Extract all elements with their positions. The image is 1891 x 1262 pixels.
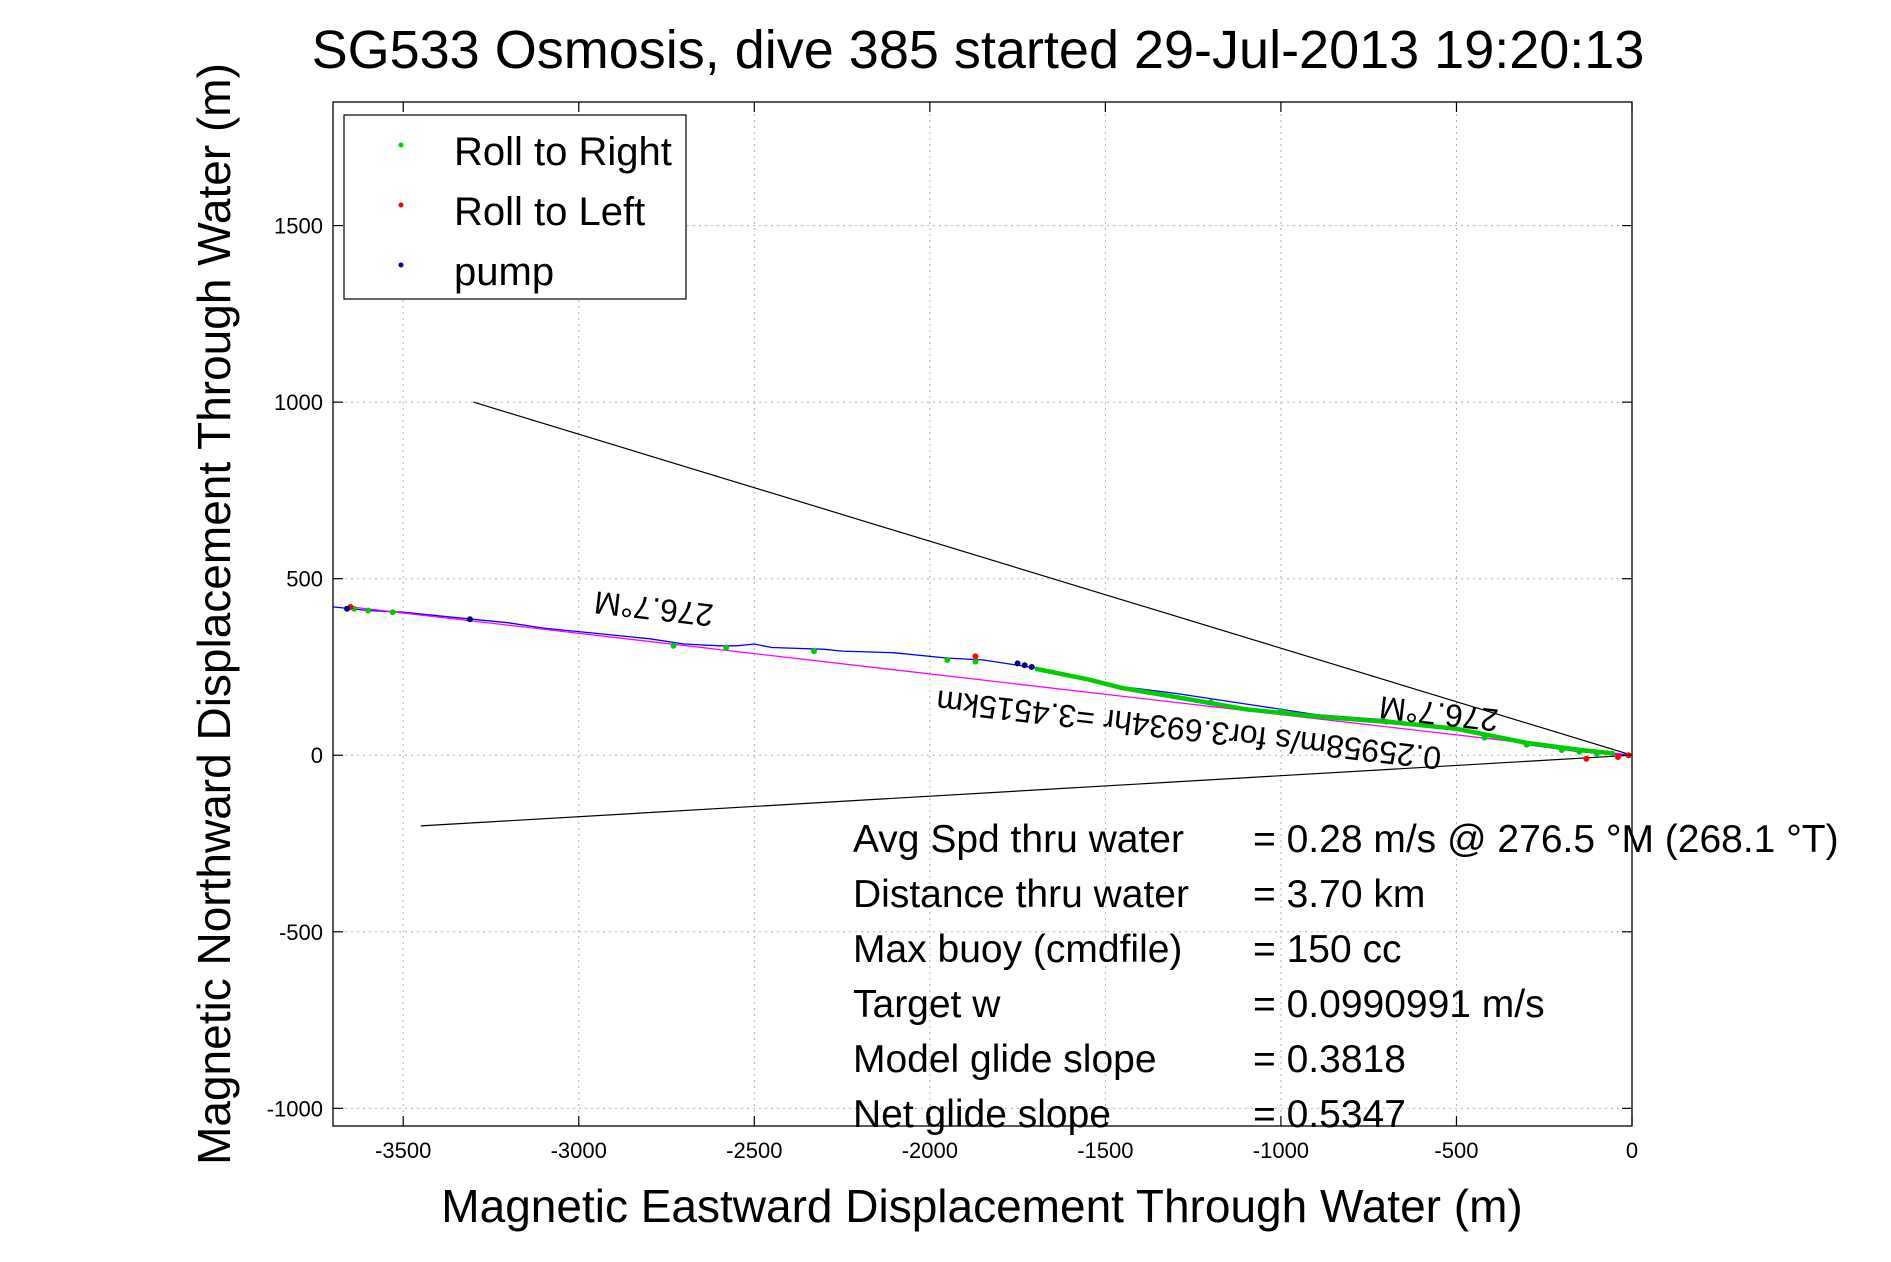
stat-label: Avg Spd thru water [853, 818, 1184, 861]
roll-to-right-point [944, 656, 951, 663]
y-tick-label: 0 [311, 743, 323, 768]
y-tick-label: 1500 [274, 214, 323, 239]
y-tick-label: -500 [279, 920, 323, 945]
x-tick-label: 0 [1626, 1138, 1638, 1163]
plot-data [332, 401, 1633, 827]
stat-label: Target w [853, 983, 1001, 1026]
pump-point [1014, 660, 1021, 667]
roll-to-right-point [1207, 699, 1214, 706]
bearing-line [350, 606, 1633, 756]
stat-label: Model glide slope [853, 1038, 1157, 1081]
pump-legend-marker [398, 262, 404, 268]
roll-to-right-point [1277, 708, 1284, 715]
roll-to-right-point [810, 648, 817, 655]
roll-to-right-point [1558, 746, 1565, 753]
stat-value: = 0.0990991 m/s [1253, 983, 1545, 1026]
stat-label: Net glide slope [853, 1093, 1111, 1136]
stat-label: Distance thru water [853, 873, 1189, 916]
roll-to-left-legend-marker [398, 202, 404, 208]
x-axis-label: Magnetic Eastward Displacement Through W… [441, 1180, 1522, 1232]
y-axis-label: Magnetic Northward Displacement Through … [188, 63, 240, 1165]
roll-to-right-point [670, 642, 677, 649]
envelope-line [420, 754, 1633, 827]
roll-to-right-point [365, 607, 372, 614]
envelope-line [473, 401, 1633, 756]
x-tick-label: -1500 [1077, 1138, 1133, 1163]
roll-to-right-point [723, 644, 730, 651]
roll-to-right-point [1383, 718, 1390, 725]
legend: Roll to Right Roll to Left pump [343, 114, 687, 300]
x-tick-label: -500 [1434, 1138, 1478, 1163]
roll-to-right-legend-marker [398, 142, 404, 148]
pump-point [1028, 663, 1035, 670]
stat-value: = 0.3818 [1253, 1038, 1406, 1081]
roll-to-right-point [1523, 741, 1530, 748]
stat-value: = 150 cc [1253, 928, 1402, 971]
legend-item-label: pump [454, 250, 554, 294]
x-tick-label: -3500 [375, 1138, 431, 1163]
roll-right-dense-track [1034, 666, 1615, 756]
x-tick-label: -2000 [902, 1138, 958, 1163]
stat-value: = 3.70 km [1253, 873, 1425, 916]
x-tick-label: -3000 [551, 1138, 607, 1163]
y-tick-label: 500 [286, 567, 323, 592]
y-tick-label: 1000 [274, 390, 323, 415]
roll-to-right-point [1481, 734, 1488, 741]
stat-label: Max buoy (cmdfile) [853, 928, 1182, 971]
roll-to-right-point [1576, 748, 1583, 755]
axis-ticks: -3500 -3000 -2500 -2000 -1500 -1000 -500 0 -1000… [267, 102, 1638, 1163]
x-tick-label: -2500 [726, 1138, 782, 1163]
pump-point [466, 616, 473, 623]
roll-to-left-point [1583, 755, 1590, 762]
roll-to-left-point [972, 653, 979, 660]
legend-item-label: Roll to Right [454, 130, 672, 174]
stats-panel: Avg Spd thru water = 0.28 m/s @ 276.5 °M … [853, 818, 1839, 1136]
chart-title: SG533 Osmosis, dive 385 started 29-Jul-2… [312, 20, 1645, 80]
roll-to-right-point [1593, 750, 1600, 757]
roll-to-right-point [389, 609, 396, 616]
grid [333, 102, 1633, 1126]
legend-item-label: Roll to Left [454, 190, 645, 234]
stat-value: = 0.28 m/s @ 276.5 °M (268.1 °T) [1253, 818, 1839, 861]
roll-to-left-point [1614, 754, 1621, 761]
plot-frame [332, 101, 1633, 1127]
y-tick-label: -1000 [267, 1096, 323, 1121]
roll-to-right-point [972, 658, 979, 665]
pump-point [1021, 662, 1028, 669]
pump-point [344, 605, 351, 612]
stat-value: = 0.5347 [1253, 1093, 1406, 1136]
x-tick-label: -1000 [1253, 1138, 1309, 1163]
